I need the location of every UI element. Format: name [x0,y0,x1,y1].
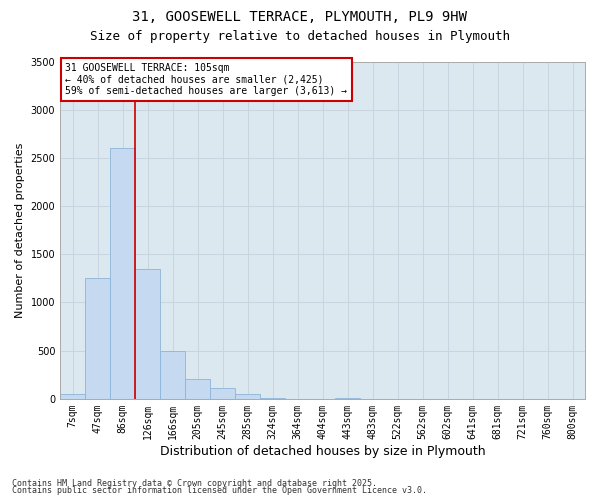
Bar [85,278,110,399]
Text: 31, GOOSEWELL TERRACE, PLYMOUTH, PL9 9HW: 31, GOOSEWELL TERRACE, PLYMOUTH, PL9 9HW [133,10,467,24]
Text: Contains HM Land Registry data © Crown copyright and database right 2025.: Contains HM Land Registry data © Crown c… [12,478,377,488]
Text: Size of property relative to detached houses in Plymouth: Size of property relative to detached ho… [90,30,510,43]
Text: 31 GOOSEWELL TERRACE: 105sqm
← 40% of detached houses are smaller (2,425)
59% of: 31 GOOSEWELL TERRACE: 105sqm ← 40% of de… [65,63,347,96]
Bar [135,268,160,399]
Text: Contains public sector information licensed under the Open Government Licence v3: Contains public sector information licen… [12,486,427,495]
Bar [110,148,135,399]
X-axis label: Distribution of detached houses by size in Plymouth: Distribution of detached houses by size … [160,444,485,458]
Bar [60,394,85,399]
Bar [160,350,185,399]
Bar [185,379,210,399]
Bar [235,394,260,399]
Y-axis label: Number of detached properties: Number of detached properties [15,142,25,318]
Bar [210,388,235,399]
